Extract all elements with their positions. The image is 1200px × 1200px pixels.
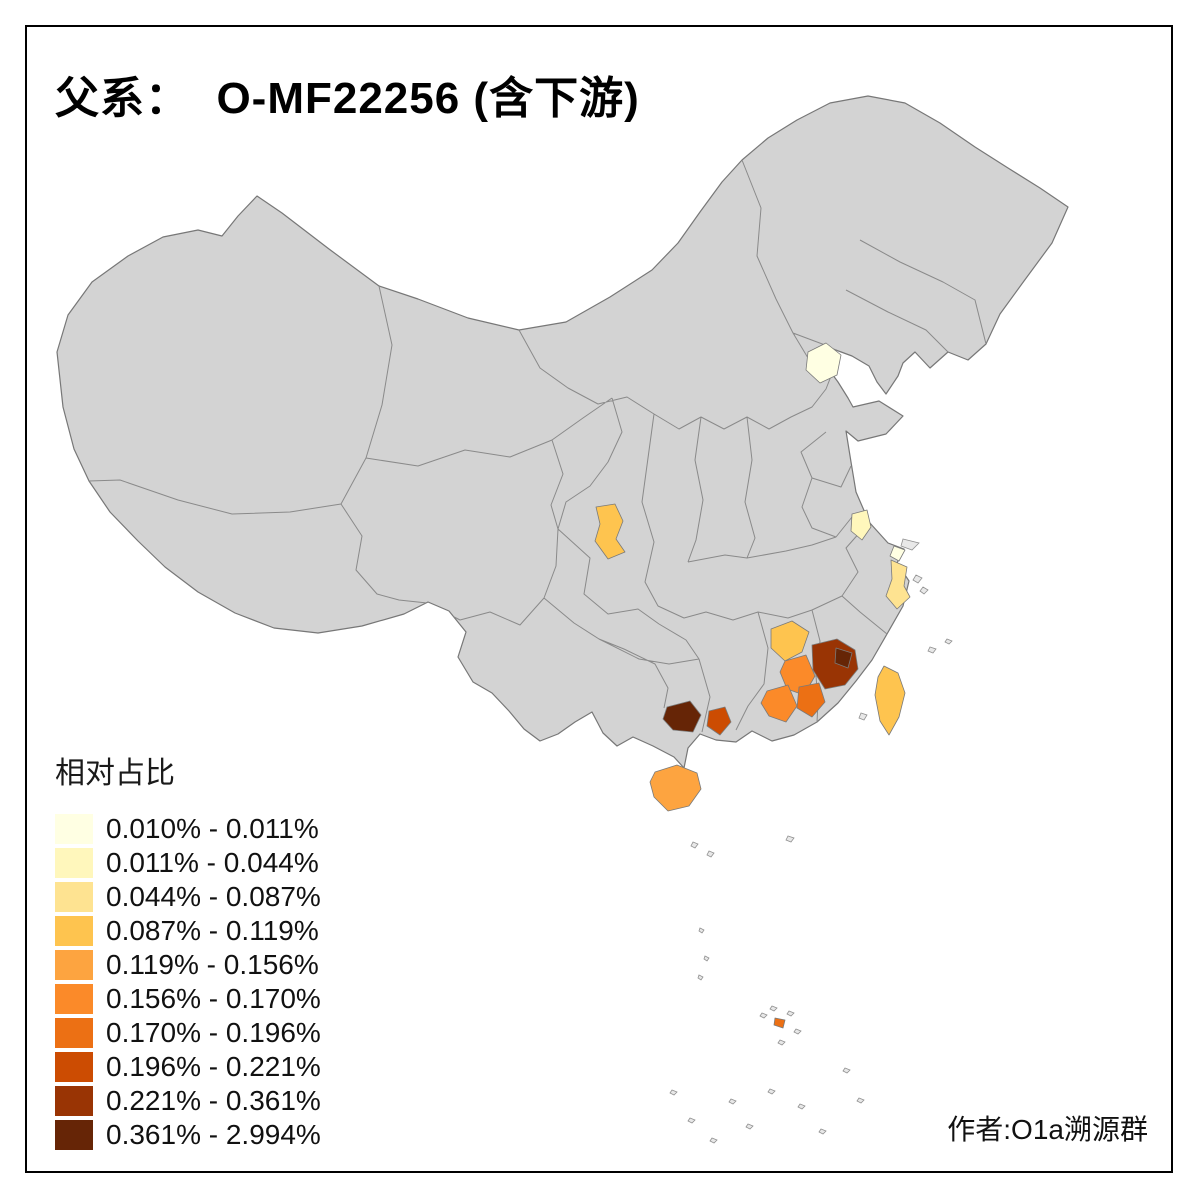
region-sichuan-chengdu xyxy=(594,503,626,560)
legend-swatch xyxy=(55,1018,93,1048)
region-guangxi-south xyxy=(662,700,702,733)
legend-item-label: 0.011% - 0.044% xyxy=(106,847,319,878)
region-guangdong-central xyxy=(760,684,798,723)
province-borders xyxy=(88,159,987,733)
legend-item-label: 0.087% - 0.119% xyxy=(106,915,319,946)
region-taiwan xyxy=(874,665,906,736)
region-hainan xyxy=(649,764,702,812)
region-guangxi-west xyxy=(706,706,732,736)
region-guangdong-east xyxy=(796,682,826,718)
author-credit: 作者:O1a溯源群 xyxy=(947,1114,1148,1145)
legend-item: 0.087% - 0.119% xyxy=(55,915,321,946)
region-zhejiang xyxy=(885,559,911,610)
region-jiangxi-north xyxy=(770,620,810,662)
legend-item: 0.044% - 0.087% xyxy=(55,881,321,912)
legend-item: 0.156% - 0.170% xyxy=(55,983,321,1014)
legend-item: 0.011% - 0.044% xyxy=(55,847,321,878)
legend-item-label: 0.221% - 0.361% xyxy=(106,1085,321,1116)
legend-swatch xyxy=(55,848,93,878)
legend-item: 0.221% - 0.361% xyxy=(55,1085,321,1116)
legend-swatch xyxy=(55,814,93,844)
region-shanghai xyxy=(889,545,906,562)
legend-item: 0.010% - 0.011% xyxy=(55,813,321,844)
legend-item-label: 0.156% - 0.170% xyxy=(106,983,321,1014)
legend-swatch xyxy=(55,916,93,946)
legend-item-label: 0.361% - 2.994% xyxy=(106,1119,321,1150)
islands-group xyxy=(669,538,953,1144)
legend-swatch xyxy=(55,984,93,1014)
legend-item: 0.196% - 0.221% xyxy=(55,1051,321,1082)
legend-swatch xyxy=(55,882,93,912)
legend-item-label: 0.119% - 0.156% xyxy=(106,949,319,980)
legend-list: 0.010% - 0.011% 0.011% - 0.044% 0.044% - 0… xyxy=(55,813,321,1150)
legend-item: 0.119% - 0.156% xyxy=(55,949,321,980)
legend-swatch xyxy=(55,1120,93,1150)
region-beijing xyxy=(805,342,842,384)
legend-swatch xyxy=(55,950,93,980)
region-fujian-core xyxy=(834,647,853,669)
page-title: 父系： O-MF22256 (含下游) xyxy=(55,74,640,123)
legend-swatch xyxy=(55,1052,93,1082)
legend: 相对占比 0.010% - 0.011% 0.011% - 0.044% 0.044… xyxy=(55,748,321,1154)
legend-item: 0.170% - 0.196% xyxy=(55,1017,321,1048)
region-south-sea-islet xyxy=(773,1017,786,1029)
legend-item-label: 0.010% - 0.011% xyxy=(106,813,319,844)
legend-item-label: 0.170% - 0.196% xyxy=(106,1017,321,1048)
legend-item-label: 0.044% - 0.087% xyxy=(106,881,321,912)
legend-swatch xyxy=(55,1086,93,1116)
region-jiangsu xyxy=(850,509,872,541)
legend-title: 相对占比 xyxy=(55,757,175,790)
legend-item: 0.361% - 2.994% xyxy=(55,1119,321,1150)
legend-item-label: 0.196% - 0.221% xyxy=(106,1051,321,1082)
